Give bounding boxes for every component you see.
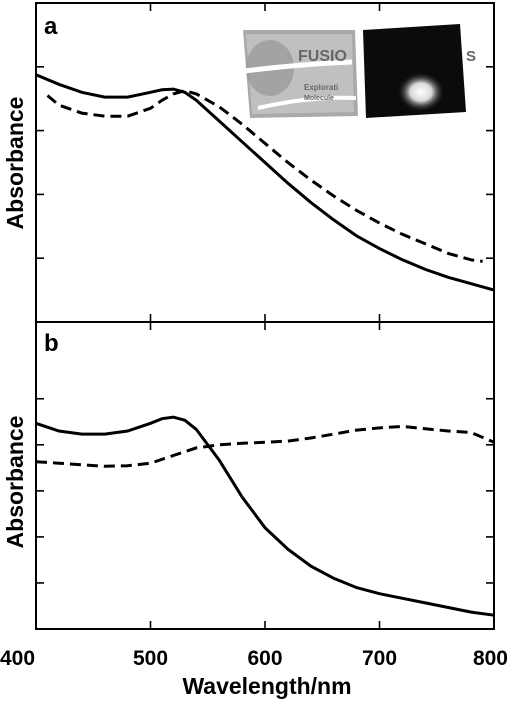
panel-b: b (36, 322, 494, 629)
panel-b-ticks (36, 322, 494, 629)
x-tick-label: 400 (0, 647, 35, 670)
dark-photo-text: S (466, 48, 476, 65)
panel-b-series (36, 417, 494, 615)
x-axis-title: Wavelength/nm (182, 673, 351, 699)
paper-photo: FUSIO Explorati Molecule (236, 30, 358, 118)
paper-photo-text: FUSIO (298, 48, 347, 65)
x-tick-label: 500 (133, 647, 168, 670)
x-tick-labels: 400 500 600 700 800 (0, 647, 508, 670)
panel-b-dashed-line (36, 426, 494, 466)
panel-b-ylabel: Absorbance (2, 416, 28, 549)
panel-b-solid-line (36, 417, 494, 615)
paper-photo-text-2: Explorati (304, 83, 338, 92)
x-tick-label: 700 (362, 647, 397, 670)
x-tick-label: 600 (247, 647, 282, 670)
panel-a: a FUSIO Explorati Molecule (36, 3, 494, 322)
panel-b-frame (36, 322, 494, 629)
inset-photos: FUSIO Explorati Molecule S (236, 24, 476, 118)
panel-a-letter: a (44, 13, 58, 40)
dark-photo: S (363, 24, 476, 118)
x-tick-label: 800 (473, 647, 508, 670)
panel-a-ylabel: Absorbance (2, 97, 28, 230)
panel-b-letter: b (44, 330, 59, 357)
paper-photo-text-3: Molecule (304, 95, 334, 102)
